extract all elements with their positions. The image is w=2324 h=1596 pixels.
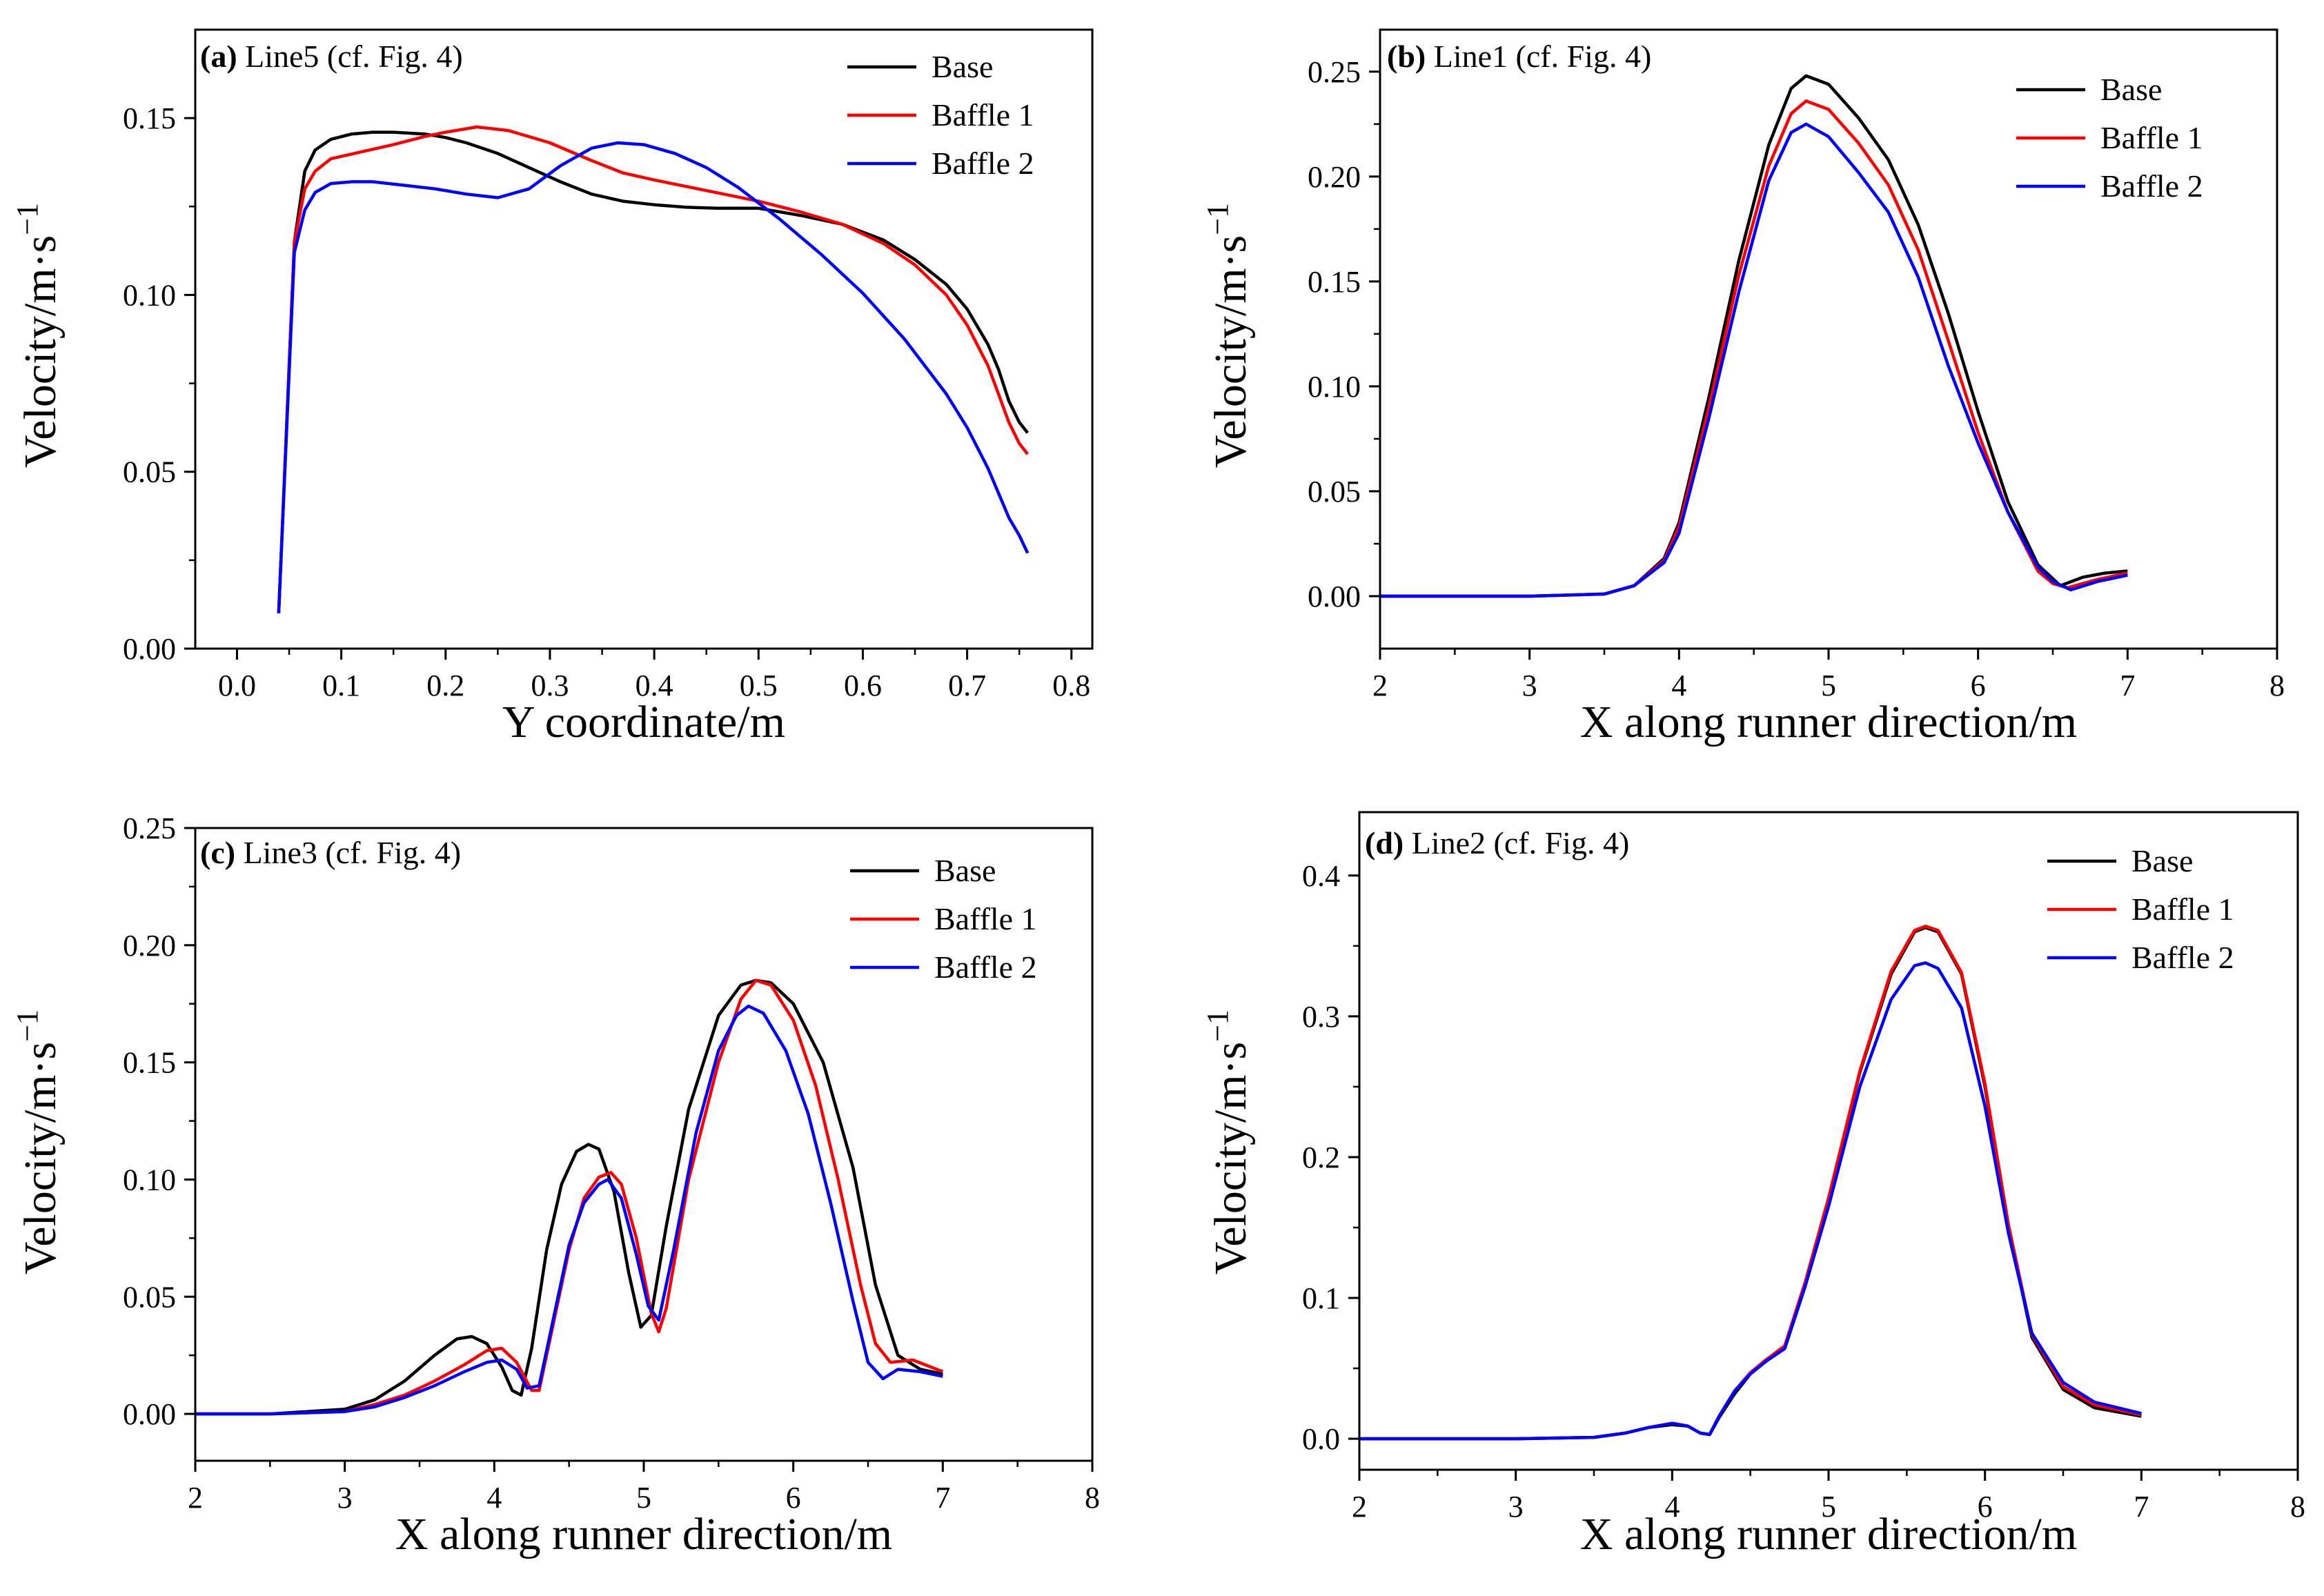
x-tick-label: 6 <box>786 1481 801 1515</box>
x-tick-label: 8 <box>2290 1490 2305 1524</box>
x-tick-label: 0.1 <box>322 669 360 702</box>
y-tick-label: 0.00 <box>123 632 176 666</box>
y-axis-title: Velocity/m·s−1 <box>1201 1009 1256 1274</box>
y-tick-label: 0.3 <box>1302 1000 1340 1034</box>
y-tick-label: 0.15 <box>123 1046 176 1080</box>
series-line-baffle-1 <box>1359 925 2142 1441</box>
y-tick-label: 0.10 <box>123 1163 176 1196</box>
x-tick-label: 0.6 <box>844 669 882 702</box>
legend-label: Base <box>2100 72 2162 107</box>
series-line-base <box>277 130 1030 613</box>
y-tick-label: 0.20 <box>1308 160 1361 194</box>
y-tick-label: 0.1 <box>1302 1281 1340 1315</box>
panel-title: (b) Line1 (cf. Fig. 4) <box>1387 39 1651 74</box>
legend-label: Base <box>934 853 996 888</box>
x-tick-label: 4 <box>486 1481 502 1515</box>
y-tick-label: 0.15 <box>1308 265 1361 299</box>
legend-label: Baffle 2 <box>2131 940 2234 975</box>
x-axis-title: X along runner direction/m <box>1580 1509 2077 1559</box>
x-tick-label: 0.2 <box>426 669 464 702</box>
series-line-baffle-2 <box>277 141 1030 613</box>
legend-label: Base <box>932 49 993 84</box>
legend-label: Baffle 2 <box>932 146 1034 181</box>
y-tick-label: 0.25 <box>123 811 176 845</box>
x-tick-label: 3 <box>1522 669 1537 702</box>
series-line-baffle-1 <box>1380 99 2128 598</box>
chart-panel-a: 0.0 0.1 0.2 0.3 0.4 0.5 0.6 0.7 0.8 0.00 0.05 0.10 0… <box>10 28 1094 747</box>
legend-label: Baffle 2 <box>2100 168 2203 204</box>
series-line-base <box>195 978 943 1416</box>
legend-label: Baffle 1 <box>2100 120 2203 155</box>
chart-panel-c: 2 3 4 5 6 7 8 0.00 0.05 0.10 0.15 0.20 0.25 X along r… <box>10 811 1100 1559</box>
series-line-base <box>1380 74 2128 598</box>
y-tick-label: 0.10 <box>123 278 176 312</box>
y-tick-label: 0.05 <box>1308 475 1361 509</box>
legend-label: Baffle 2 <box>934 949 1037 985</box>
x-tick-label: 2 <box>1372 669 1388 702</box>
x-axis-title: Y coordinate/m <box>502 697 785 747</box>
x-axis-title: X along runner direction/m <box>395 1509 892 1559</box>
x-tick-label: 0.5 <box>740 669 778 702</box>
x-tick-label: 8 <box>2269 669 2285 702</box>
legend-label: Baffle 1 <box>932 97 1034 132</box>
x-tick-label: 5 <box>1821 669 1836 702</box>
x-tick-label: 3 <box>337 1481 353 1515</box>
legend-label: Baffle 1 <box>934 901 1037 936</box>
x-tick-label: 7 <box>2120 669 2135 702</box>
x-tick-label: 8 <box>1085 1481 1100 1515</box>
legend-label: Baffle 1 <box>2131 891 2234 927</box>
x-tick-label: 7 <box>2134 1490 2149 1524</box>
y-tick-label: 0.20 <box>123 929 176 963</box>
series-line-baffle-1 <box>277 125 1030 613</box>
legend-label: Base <box>2131 843 2193 878</box>
y-axis-title: Velocity/m·s−1 <box>10 1009 66 1274</box>
x-tick-label: 4 <box>1671 669 1686 702</box>
chart-panel-b: 2 3 4 5 6 7 8 0.00 0.05 0.10 0.15 0.20 0.25 X along r… <box>1201 28 2285 747</box>
series-line-base <box>1359 926 2142 1441</box>
panel-title: (d) Line2 (cf. Fig. 4) <box>1365 825 1629 860</box>
x-tick-label: 5 <box>1821 1490 1836 1524</box>
x-axis-title: X along runner direction/m <box>1580 697 2077 747</box>
x-tick-label: 0.0 <box>218 669 256 702</box>
x-tick-label: 6 <box>1978 1490 1993 1524</box>
y-tick-label: 0.00 <box>123 1397 176 1431</box>
y-tick-label: 0.15 <box>123 101 176 135</box>
x-tick-label: 6 <box>1971 669 1986 702</box>
series-line-baffle-1 <box>195 978 944 1416</box>
x-tick-label: 4 <box>1664 1490 1680 1524</box>
panel-title: (c) Line3 (cf. Fig. 4) <box>200 835 461 870</box>
series-line-baffle-2 <box>195 1004 943 1416</box>
x-tick-label: 5 <box>636 1481 651 1515</box>
y-tick-label: 0.0 <box>1302 1422 1340 1456</box>
x-tick-label: 0.8 <box>1052 669 1090 702</box>
x-tick-label: 0.3 <box>531 669 569 702</box>
plot-frame <box>194 28 1094 650</box>
y-tick-label: 0.2 <box>1302 1141 1340 1174</box>
x-tick-label: 0.4 <box>636 669 673 702</box>
panel-title: (a) Line5 (cf. Fig. 4) <box>200 39 463 74</box>
x-tick-label: 3 <box>1508 1490 1524 1524</box>
x-tick-label: 2 <box>1352 1490 1367 1524</box>
y-axis-title: Velocity/m·s−1 <box>10 203 66 468</box>
x-tick-label: 0.7 <box>948 669 986 702</box>
y-tick-label: 0.25 <box>1308 55 1361 89</box>
y-tick-label: 0.10 <box>1308 370 1361 404</box>
series-line-baffle-2 <box>1359 961 2142 1441</box>
y-tick-label: 0.00 <box>1308 580 1361 613</box>
chart-panel-d: 2 3 4 5 6 7 8 0.0 0.1 0.2 0.3 0.4 X along runner dir… <box>1201 811 2305 1559</box>
y-tick-label: 0.05 <box>123 1280 176 1314</box>
y-axis-title: Velocity/m·s−1 <box>1201 203 1256 468</box>
x-tick-label: 2 <box>188 1481 203 1515</box>
series-line-baffle-2 <box>1380 122 2128 598</box>
y-tick-label: 0.4 <box>1302 859 1340 893</box>
y-tick-label: 0.05 <box>123 455 176 489</box>
x-tick-label: 7 <box>935 1481 950 1515</box>
